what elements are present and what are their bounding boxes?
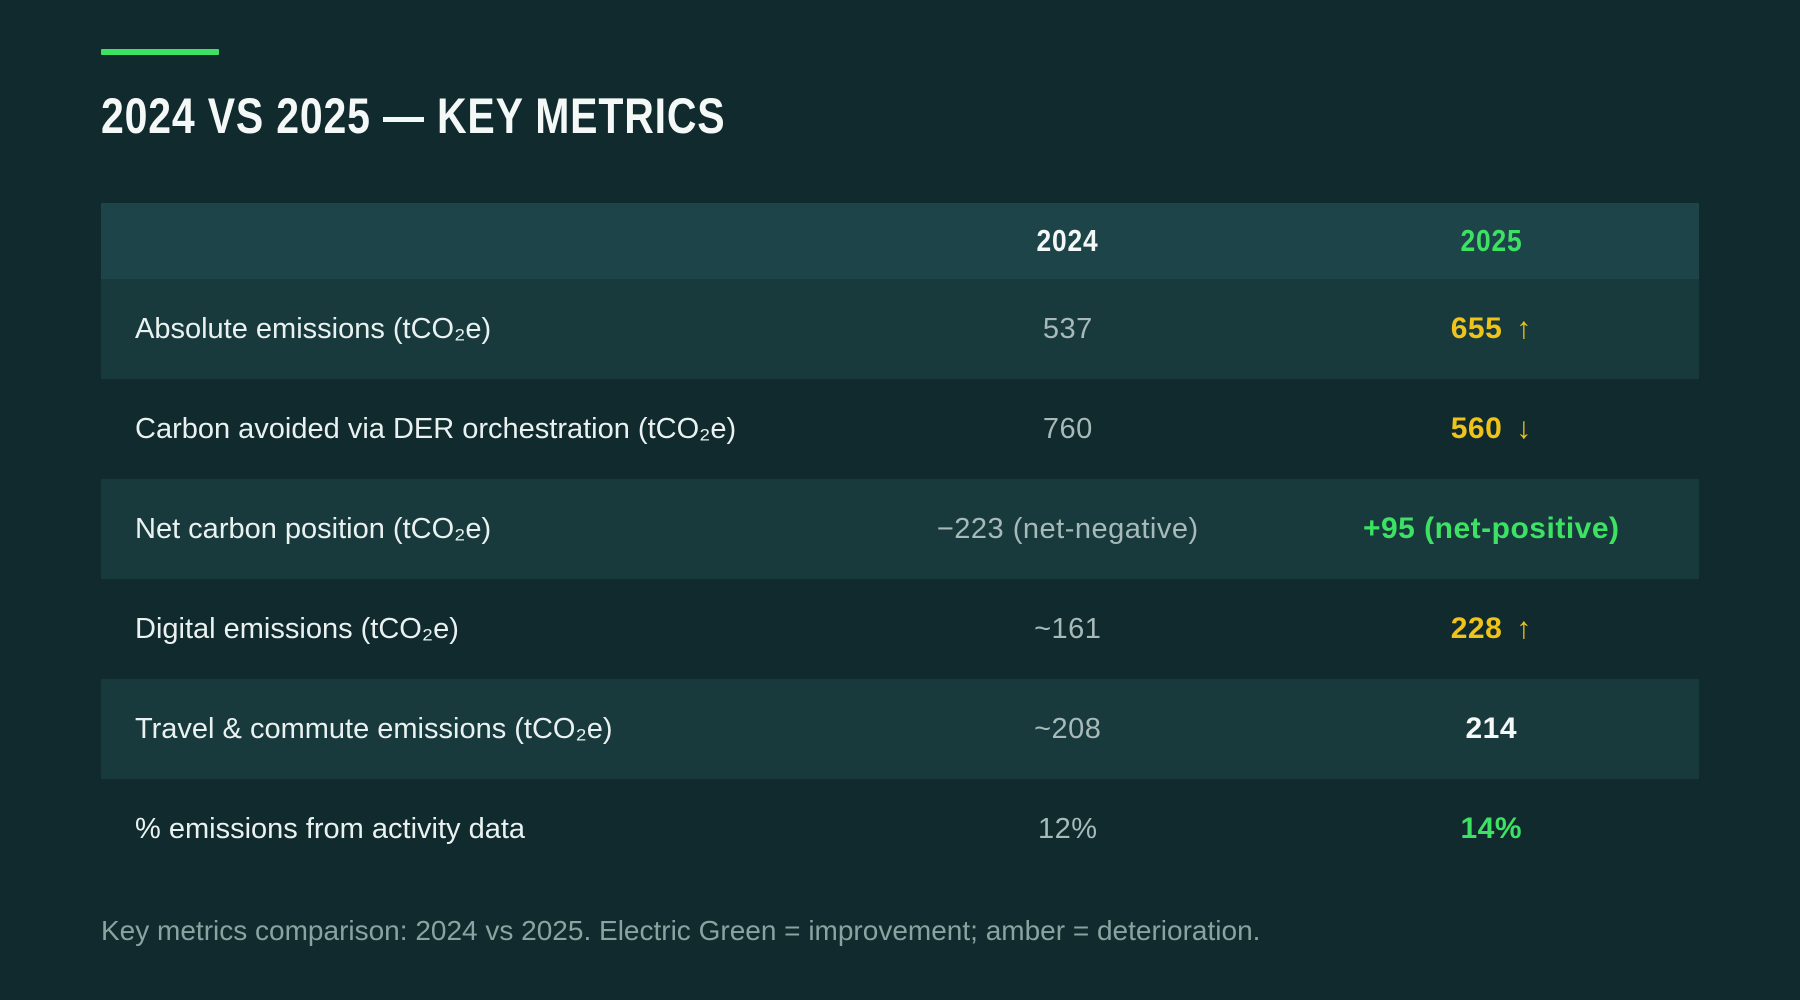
value-2025-number: 14% [1460,812,1522,845]
value-2025-number: +95 (net-positive) [1362,512,1620,545]
value-2024: 537 [1042,312,1093,345]
value-2025: 214 [1284,712,1699,746]
value-2025-number: 655 [1450,312,1503,345]
value-2024: ~161 [1034,612,1102,645]
value-2025-number: 560 [1450,412,1503,445]
trend-arrow-icon: ↑ [1516,612,1532,645]
metric-label: Net carbon position (tCO₂e) [135,512,492,545]
header-2024-cell: 2024 [852,223,1283,259]
metric-label: Absolute emissions (tCO₂e) [135,312,492,345]
value-2024: 760 [1042,412,1093,445]
value-2024: 12% [1038,812,1098,845]
metric-label: % emissions from activity data [135,812,526,845]
table-header-row: 2024 2025 [101,203,1699,279]
value-2024: ~208 [1034,712,1102,745]
value-2025: 560 ↓ [1284,412,1699,446]
header-2025-label: 2025 [1460,223,1523,258]
table-row: % emissions from activity data 12% 14% [101,779,1699,879]
value-2025: 14% [1284,812,1699,846]
table-row: Digital emissions (tCO₂e) ~161 228 ↑ [101,579,1699,679]
trend-arrow-icon: ↓ [1516,412,1532,445]
trend-arrow-icon: ↑ [1516,312,1532,345]
header-2024-label: 2024 [1036,223,1099,258]
table-row: Carbon avoided via DER orchestration (tC… [101,379,1699,479]
header-2025-cell: 2025 [1284,223,1699,259]
value-2025-number: 214 [1465,712,1518,745]
value-2025: 228 ↑ [1284,612,1699,646]
table-row: Net carbon position (tCO₂e) −223 (net-ne… [101,479,1699,579]
metric-label: Travel & commute emissions (tCO₂e) [135,712,613,745]
table-row: Absolute emissions (tCO₂e) 537 655 ↑ [101,279,1699,379]
table-caption: Key metrics comparison: 2024 vs 2025. El… [101,915,1261,946]
value-2025-number: 228 [1450,612,1503,645]
table-row: Travel & commute emissions (tCO₂e) ~208 … [101,679,1699,779]
metric-label: Carbon avoided via DER orchestration (tC… [135,412,737,445]
metric-label: Digital emissions (tCO₂e) [135,612,459,645]
page-title: 2024 VS 2025 — KEY METRICS [101,88,726,144]
key-metrics-table: 2024 2025 Absolute emissions (tCO₂e) 537… [101,203,1699,879]
value-2025: +95 (net-positive) [1284,512,1699,546]
value-2024: −223 (net-negative) [936,512,1199,545]
slide: 2024 VS 2025 — KEY METRICS 2024 2025 Abs… [101,49,1699,946]
value-2025: 655 ↑ [1284,312,1699,346]
accent-line [101,49,219,55]
